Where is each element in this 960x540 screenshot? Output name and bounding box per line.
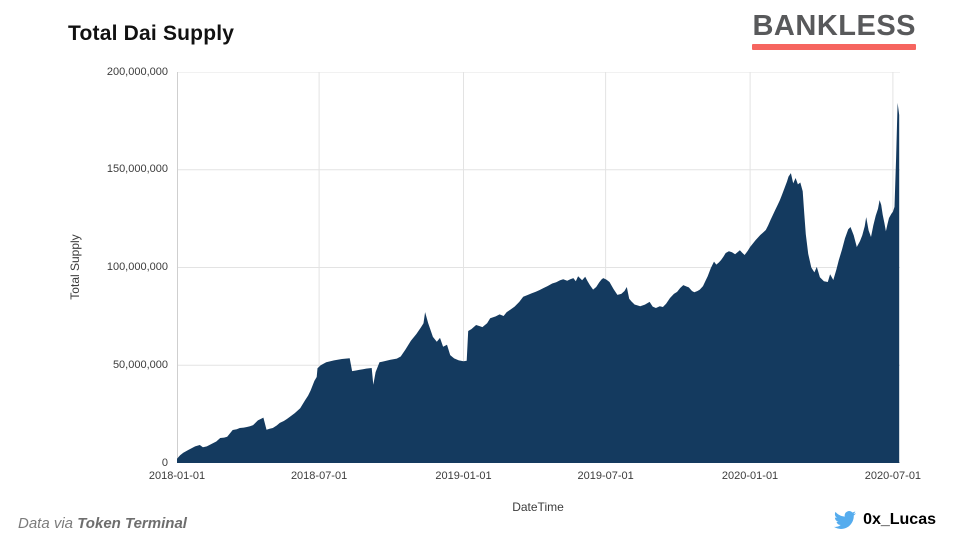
plot-area — [177, 72, 900, 463]
author-attribution: 0x_Lucas — [834, 509, 936, 531]
bankless-logo: BANKLESS — [752, 12, 916, 50]
y-tick-label: 100,000,000 — [106, 261, 168, 273]
x-tick-label: 2020-01-01 — [721, 470, 779, 482]
twitter-handle: 0x_Lucas — [863, 511, 936, 528]
x-tick-label: 2018-07-01 — [290, 470, 348, 482]
y-tick-label: 150,000,000 — [106, 163, 168, 176]
bankless-logo-text: BANKLESS — [752, 10, 916, 42]
y-tick-label: 0 — [161, 456, 168, 469]
y-tick-label: 200,000,000 — [106, 65, 168, 78]
x-tick-label: 2019-01-01 — [435, 470, 492, 482]
x-tick-label: 2019-07-01 — [577, 470, 634, 482]
data-credit: Data via Token Terminal — [18, 515, 187, 532]
data-credit-prefix: Data via — [18, 515, 78, 532]
dai-supply-area-chart — [177, 72, 900, 463]
chart-title: Total Dai Supply — [68, 22, 235, 45]
x-axis-title: DateTime — [512, 500, 564, 514]
y-tick-label: 50,000,000 — [112, 358, 168, 371]
data-credit-source: Token Terminal — [77, 515, 187, 532]
x-tick-label: 2018-01-01 — [148, 470, 206, 482]
x-tick-label: 2020-07-01 — [864, 470, 922, 482]
bankless-logo-underline — [752, 44, 916, 50]
twitter-bird-icon — [834, 511, 857, 529]
